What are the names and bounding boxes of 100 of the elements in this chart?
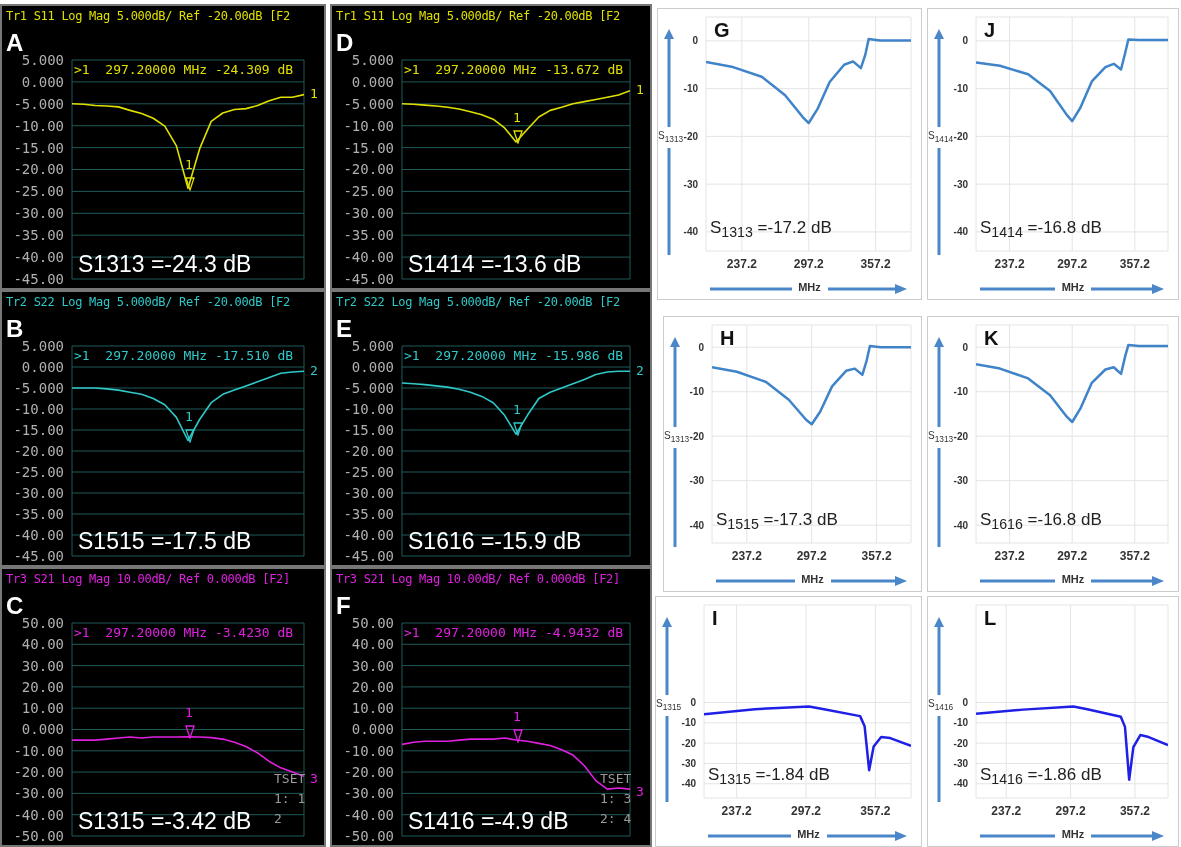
y-tick-label: -40 xyxy=(953,778,969,790)
y-tick-label: 5.000 xyxy=(351,51,394,68)
x-axis-title: MHz xyxy=(1055,826,1091,842)
y-tick-label: 0 xyxy=(962,35,969,47)
chart-subtitle: >1 297.20000 MHz -15.986 dB xyxy=(404,348,624,363)
annotation: TSET xyxy=(274,771,306,786)
y-tick-label: -20.00 xyxy=(343,161,394,178)
annotation: J xyxy=(984,19,996,41)
y-tick-label: -35.00 xyxy=(343,227,394,244)
y-tick-label: 50.00 xyxy=(21,614,64,631)
line-series xyxy=(402,89,630,143)
chart-subtitle: >1 297.20000 MHz -3.4230 dB xyxy=(74,625,294,640)
y-tick-label: -10.00 xyxy=(13,400,64,417)
y-tick-label: -30 xyxy=(689,475,705,487)
y-tick-label: 20.00 xyxy=(351,678,394,695)
line-series xyxy=(72,93,304,190)
y-tick-label: -40 xyxy=(683,226,699,238)
x-tick-label: 237.2 xyxy=(991,803,1022,818)
y-tick-label: -5.000 xyxy=(13,95,64,112)
y-tick-label: -10 xyxy=(953,717,969,729)
y-tick-label: -15.00 xyxy=(13,421,64,438)
y-tick-label: -40.00 xyxy=(343,806,394,823)
y-tick-label: -40 xyxy=(953,226,969,238)
x-tick-label: 297.2 xyxy=(1057,548,1088,563)
annotation: S$_{1515}$ =-17.3 dB xyxy=(716,509,838,535)
y-tick-label: -30.00 xyxy=(343,205,394,222)
y-tick-label: -10 xyxy=(953,386,969,398)
x-tick-label: 237.2 xyxy=(994,548,1025,563)
y-tick-label: -40 xyxy=(689,519,705,531)
annotation: I xyxy=(712,607,718,629)
line-series xyxy=(72,370,304,442)
text: B xyxy=(6,315,24,342)
y-tick-label: -40 xyxy=(681,778,697,790)
y-tick-label: 5.000 xyxy=(21,337,64,354)
annotation: 1 xyxy=(185,705,193,721)
annotation: S$_{1616}$ =-16.8 dB xyxy=(980,509,1102,535)
y-axis-title: S$_{1313}$ xyxy=(658,127,684,148)
y-tick-label: 40.00 xyxy=(351,636,394,653)
y-tick-label: 0 xyxy=(698,341,705,353)
y-tick-label: 40.00 xyxy=(21,636,64,653)
chart-title: Tr3 S21 Log Mag 10.00dB/ Ref 0.000dB [F2] xyxy=(6,572,290,586)
line-series xyxy=(976,343,1168,424)
annotation: 1 xyxy=(513,708,521,724)
annotation: 1: 1 xyxy=(274,791,306,806)
y-tick-label: -40.00 xyxy=(13,249,64,266)
y-tick-label: -10.00 xyxy=(13,742,64,759)
chart-title: Tr1 S11 Log Mag 5.000dB/ Ref -20.00dB [F2 xyxy=(336,9,620,23)
line-series xyxy=(402,370,630,435)
y-tick-label: -45.00 xyxy=(13,547,64,564)
y-tick-label: -40 xyxy=(953,519,969,531)
y-tick-label: 0.000 xyxy=(351,358,394,375)
text: F xyxy=(336,592,351,619)
chart-title: Tr2 S22 Log Mag 5.000dB/ Ref -20.00dB [F2 xyxy=(6,295,290,309)
y-axis-title: S$_{1313}$ xyxy=(928,427,954,448)
y-tick-label: -50.00 xyxy=(13,827,64,844)
text: 1 xyxy=(310,86,318,102)
annotation: G xyxy=(714,19,730,41)
x-tick-label: 357.2 xyxy=(861,548,892,563)
annotation: S1414 =-13.6 dB xyxy=(408,250,582,278)
chart-title: Tr3 S21 Log Mag 10.00dB/ Ref 0.000dB [F2] xyxy=(336,572,620,586)
y-tick-label: 0.000 xyxy=(21,358,64,375)
text: A xyxy=(6,29,24,56)
x-axis-title: MHz xyxy=(791,279,828,295)
annotation: 1 xyxy=(513,109,521,125)
chart-subtitle: >1 297.20000 MHz -13.672 dB xyxy=(404,62,624,77)
y-tick-label: 0 xyxy=(692,35,699,47)
annotation: S1313 =-24.3 dB xyxy=(78,250,252,278)
text: 1 xyxy=(636,82,644,98)
text: 2 xyxy=(310,362,318,378)
y-axis-title: S$_{1416}$ xyxy=(928,694,954,716)
chart-title: Tr1 S11 Log Mag 5.000dB/ Ref -20.00dB [F2 xyxy=(6,9,290,23)
y-tick-label: -40.00 xyxy=(13,806,64,823)
y-tick-label: -30.00 xyxy=(343,484,394,501)
annotation: 2 xyxy=(274,811,282,826)
y-tick-label: -50.00 xyxy=(343,827,394,844)
y-tick-label: -35.00 xyxy=(343,505,394,522)
y-tick-label: 30.00 xyxy=(351,657,394,674)
y-tick-label: -20.00 xyxy=(343,442,394,459)
y-tick-label: -20 xyxy=(953,130,969,142)
line-series xyxy=(712,344,911,426)
y-tick-label: -10 xyxy=(681,717,697,729)
y-tick-label: -10 xyxy=(689,386,705,398)
annotation: 2: 4 xyxy=(600,811,632,826)
x-tick-label: 357.2 xyxy=(860,256,891,271)
y-tick-label: -40.00 xyxy=(13,526,64,543)
y-tick-label: -30 xyxy=(953,475,969,487)
y-tick-label: 5.000 xyxy=(21,51,64,68)
annotation: S$_{1315}$ =-1.84 dB xyxy=(708,764,830,790)
y-tick-label: -35.00 xyxy=(13,505,64,522)
y-tick-label: -25.00 xyxy=(343,463,394,480)
y-tick-label: 0 xyxy=(962,697,969,709)
y-tick-label: -5.000 xyxy=(13,379,64,396)
x-tick-label: 237.2 xyxy=(994,256,1025,271)
y-tick-label: -10.00 xyxy=(343,742,394,759)
chart-subtitle: >1 297.20000 MHz -17.510 dB xyxy=(74,348,294,363)
y-tick-label: 0.000 xyxy=(21,721,64,738)
annotation: 1 xyxy=(185,157,193,173)
y-tick-label: 50.00 xyxy=(351,614,394,631)
y-tick-label: -40.00 xyxy=(343,526,394,543)
annotation: TSET xyxy=(600,771,632,786)
